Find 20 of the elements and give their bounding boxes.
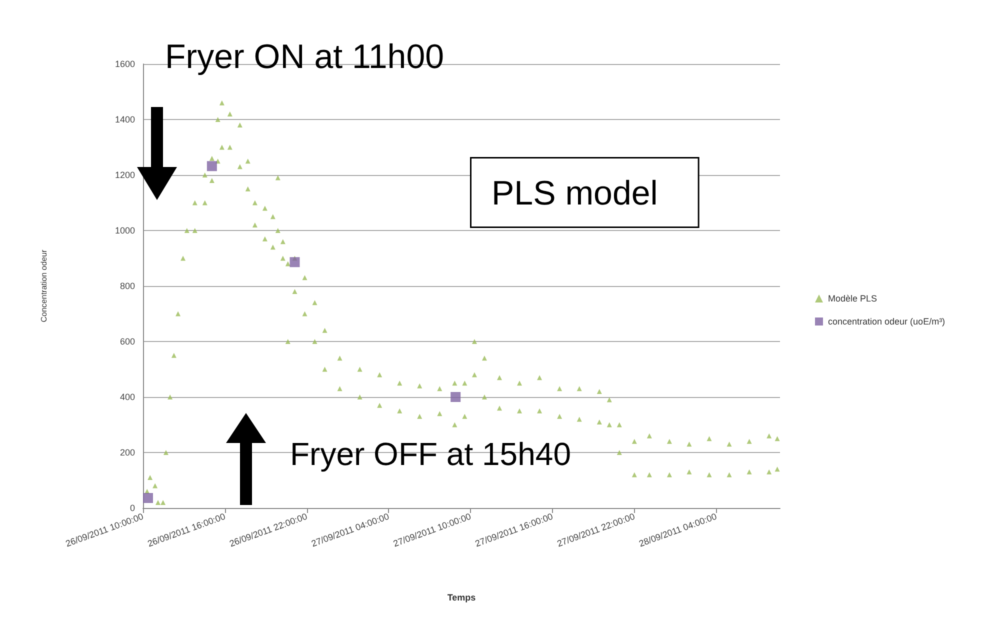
y-tick-label: 1600 <box>114 59 135 69</box>
y-tick-label: 400 <box>120 392 135 402</box>
annotation: Fryer ON at 11h00 <box>165 38 444 76</box>
annotation: Fryer OFF at 15h40 <box>290 436 571 472</box>
y-tick-label: 800 <box>120 281 135 291</box>
legend-label: Modèle PLS <box>828 294 878 304</box>
point <box>206 161 217 172</box>
y-tick-label: 1400 <box>114 114 135 124</box>
y-tick-label: 1200 <box>114 170 135 180</box>
y-tick-label: 200 <box>120 448 135 458</box>
y-tick-label: 1000 <box>114 226 135 236</box>
point <box>290 257 300 268</box>
y-tick-label: 0 <box>130 503 135 513</box>
legend-label: concentration odeur (uoE/m³) <box>828 316 946 326</box>
y-axis-title: Concentration odeur <box>40 249 48 322</box>
point <box>143 493 154 504</box>
annotation: PLS model <box>492 174 658 212</box>
y-tick-label: 600 <box>120 336 135 346</box>
x-axis-title: Temps <box>447 592 476 602</box>
point <box>450 392 461 402</box>
